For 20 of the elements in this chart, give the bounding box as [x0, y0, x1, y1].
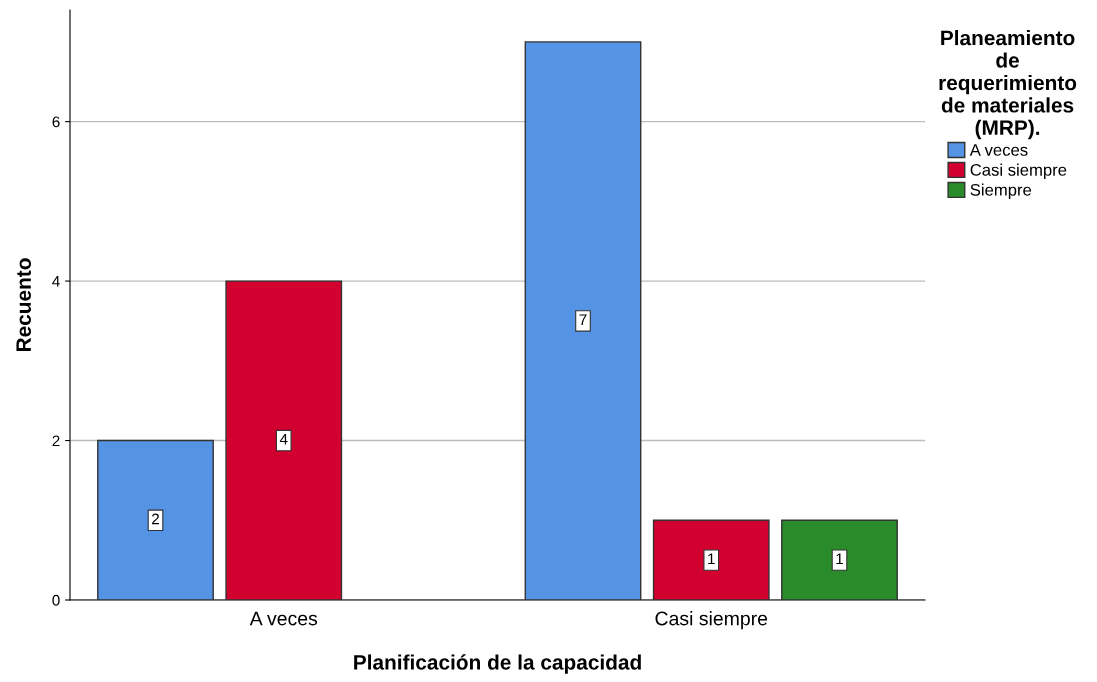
bar — [97, 439, 214, 600]
y-tick-label: 4 — [52, 276, 60, 287]
y-tick-label: 6 — [52, 116, 60, 128]
data-label: 4 — [279, 433, 288, 445]
data-label: 1 — [708, 553, 715, 565]
data-label: 7 — [579, 314, 587, 325]
legend-label: Casi siempre — [970, 163, 1067, 180]
data-label: 1 — [836, 553, 843, 565]
x-axis-title: Planificación de la capacidad — [354, 654, 641, 674]
bar — [524, 41, 642, 600]
bar — [781, 519, 898, 600]
bar — [652, 519, 770, 600]
bar — [225, 280, 343, 600]
y-tick-label: 2 — [52, 435, 60, 447]
data-label: 2 — [152, 513, 159, 525]
legend-label: A veces — [969, 144, 1028, 156]
y-axis-title: Recuento — [16, 258, 31, 352]
legend-title: Planeamiento de requerimiento de materiales (MRP). — [939, 30, 1077, 140]
legend-label: Siempre — [970, 183, 1032, 200]
y-tick-label: 0 — [52, 594, 60, 606]
